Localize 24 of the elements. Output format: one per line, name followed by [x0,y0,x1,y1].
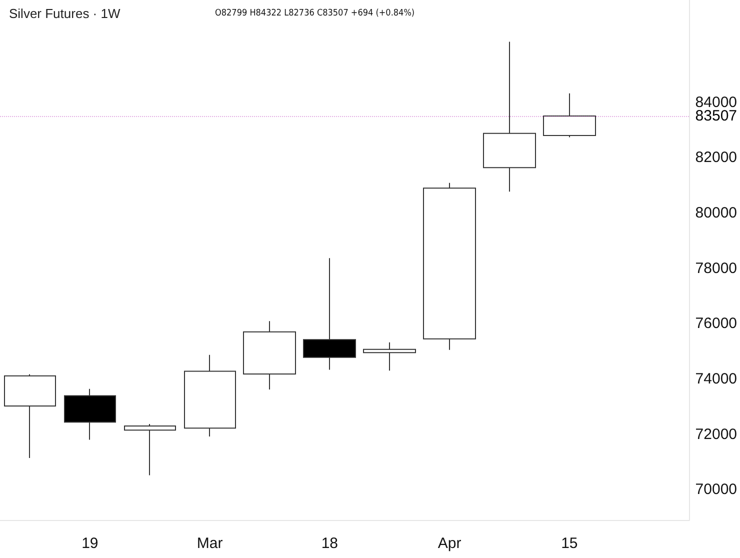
candlestick [184,354,236,437]
y-tick-label: 76000 [695,315,738,332]
x-tick-label: Apr [438,535,462,552]
candlestick [124,424,176,476]
y-tick-label: 82000 [695,149,738,166]
candlestick [423,182,476,350]
candlestick [543,92,596,138]
y-tick-label: 78000 [695,260,738,277]
x-tick-label: Mar [196,535,223,552]
x-tick-label: 15 [561,535,578,552]
y-tick-label: 80000 [695,204,738,222]
candlestick [4,374,56,459]
text: O82799 H84322 L82736 C83507 +694 (+0.84%) [215,8,415,18]
candlestick [303,258,356,370]
text: Silver Futures · 1W [9,6,121,21]
candlestick [363,342,416,372]
y-tick-label: 70000 [695,481,738,498]
x-tick-label: 18 [321,535,338,552]
candlestick [483,41,536,192]
x-tick-label: 19 [82,535,98,552]
y-tick-label: 74000 [695,370,738,388]
candlestick [243,320,296,390]
candlestick [64,388,116,440]
y-tick-label: 72000 [695,426,738,443]
